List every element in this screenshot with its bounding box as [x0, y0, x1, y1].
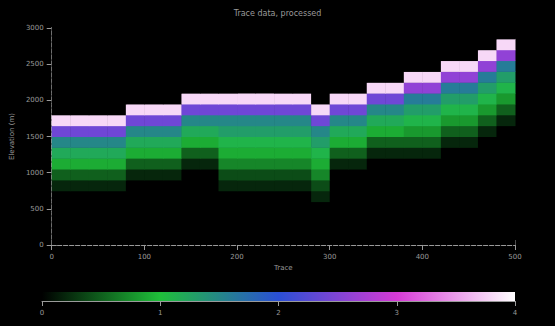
svg-text:1: 1 [158, 309, 162, 317]
svg-text:3: 3 [395, 309, 399, 317]
svg-text:3000: 3000 [26, 24, 44, 32]
svg-text:0: 0 [39, 241, 43, 249]
svg-text:Trace data, processed: Trace data, processed [233, 9, 322, 18]
svg-text:400: 400 [416, 253, 429, 261]
svg-text:2: 2 [276, 309, 280, 317]
svg-text:2000: 2000 [26, 96, 44, 104]
svg-text:Trace: Trace [273, 264, 293, 272]
svg-text:0: 0 [49, 253, 53, 261]
svg-text:1000: 1000 [26, 169, 44, 177]
svg-text:500: 500 [508, 253, 521, 261]
svg-text:2500: 2500 [26, 60, 44, 68]
svg-text:4: 4 [513, 309, 518, 317]
svg-text:1500: 1500 [26, 133, 44, 141]
svg-text:300: 300 [323, 253, 336, 261]
svg-text:500: 500 [30, 205, 43, 213]
svg-text:Elevation (m): Elevation (m) [8, 113, 16, 160]
svg-text:200: 200 [230, 253, 243, 261]
svg-text:100: 100 [138, 253, 151, 261]
svg-text:0: 0 [40, 309, 44, 317]
